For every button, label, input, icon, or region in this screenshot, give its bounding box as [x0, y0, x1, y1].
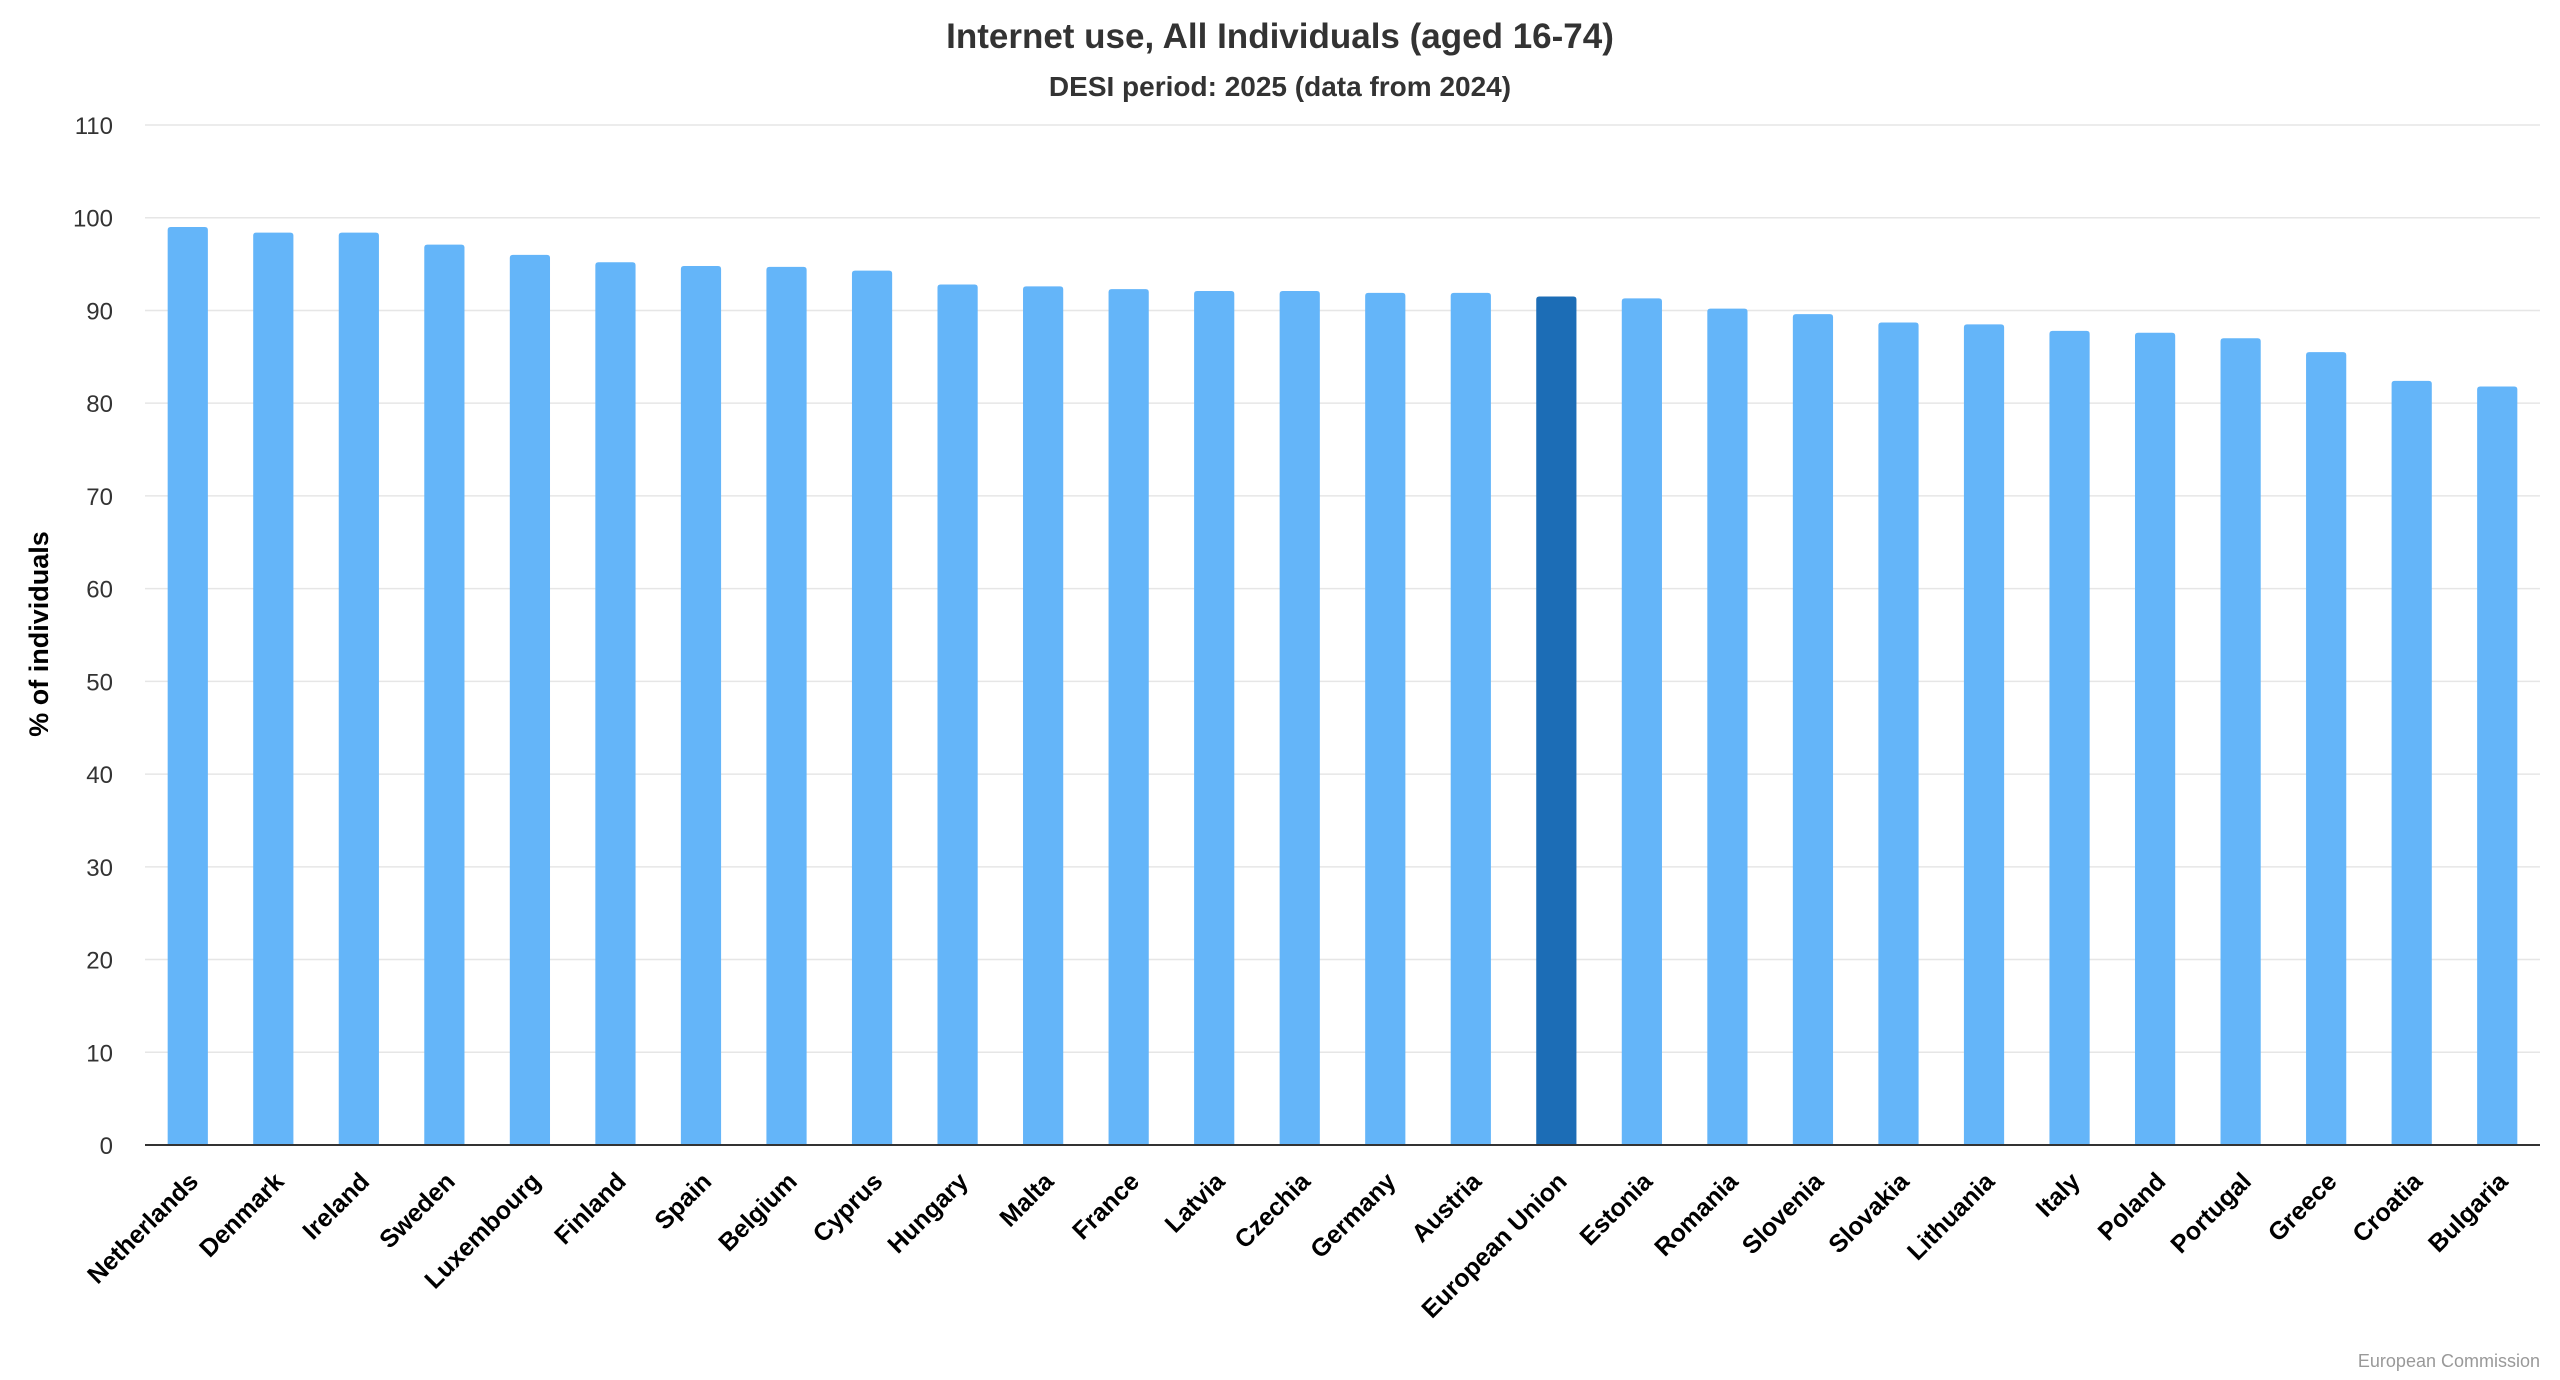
y-tick-label: 90 — [86, 298, 113, 325]
x-tick-label: Italy — [2031, 1167, 2086, 1222]
y-tick-label: 40 — [86, 762, 113, 789]
bar-portugal — [2220, 338, 2261, 1146]
x-tick-label: Finland — [549, 1167, 632, 1250]
x-tick-label: Austria — [1406, 1167, 1487, 1248]
x-tick-label: Greece — [2263, 1167, 2343, 1247]
x-tick-label: Denmark — [194, 1167, 290, 1263]
bar-european-union — [1536, 296, 1577, 1146]
x-tick-label: Belgium — [713, 1167, 803, 1257]
x-tick-label: Romania — [1649, 1167, 1744, 1262]
bars — [167, 227, 2518, 1146]
y-tick-label: 30 — [86, 855, 113, 882]
bar-netherlands — [167, 227, 208, 1145]
y-tick-label: 50 — [86, 669, 113, 696]
bar-estonia — [1621, 298, 1662, 1145]
x-tick-label: Bulgaria — [2423, 1167, 2514, 1258]
bar-latvia — [1194, 290, 1235, 1145]
x-tick-label: Estonia — [1574, 1167, 1658, 1251]
x-tick-label: France — [1067, 1167, 1145, 1245]
y-tick-label: 60 — [86, 577, 113, 604]
bar-france — [1108, 289, 1149, 1145]
bar-slovenia — [1792, 314, 1834, 1145]
bar-austria — [1450, 292, 1491, 1145]
bar-finland — [595, 262, 636, 1146]
y-tick-label: 100 — [73, 206, 113, 233]
bar-belgium — [766, 266, 807, 1145]
bar-luxembourg — [509, 254, 551, 1145]
bar-cyprus — [851, 270, 893, 1146]
bar-denmark — [253, 232, 294, 1146]
bar-spain — [680, 265, 722, 1146]
bar-lithuania — [1963, 324, 2005, 1145]
x-tick-label: Hungary — [882, 1167, 974, 1259]
bar-slovakia — [1878, 322, 1919, 1145]
bar-italy — [2049, 330, 2090, 1145]
y-tick-label: 110 — [75, 113, 113, 140]
bar-germany — [1365, 292, 1406, 1145]
y-tick-label: 20 — [86, 948, 113, 975]
x-tick-label: Latvia — [1160, 1167, 1232, 1239]
bar-greece — [2306, 352, 2347, 1145]
y-tick-label: 70 — [86, 484, 113, 511]
x-tick-label: Cyprus — [808, 1167, 889, 1248]
y-axis-title: % of individuals — [24, 531, 54, 737]
x-tick-label: Ireland — [297, 1167, 375, 1245]
x-tick-label: Poland — [2093, 1167, 2172, 1246]
bar-romania — [1707, 308, 1748, 1146]
bar-malta — [1023, 286, 1064, 1145]
x-tick-label: Slovenia — [1737, 1167, 1830, 1260]
y-tick-label: 10 — [86, 1040, 113, 1067]
x-tick-label: Czechia — [1229, 1167, 1316, 1254]
bar-ireland — [338, 232, 379, 1146]
x-tick-label: Malta — [994, 1167, 1060, 1233]
chart-credit: European Commission — [2358, 1351, 2540, 1371]
bar-poland — [2134, 332, 2176, 1145]
chart-subtitle: DESI period: 2025 (data from 2024) — [1049, 71, 1511, 102]
bar-croatia — [2391, 380, 2432, 1146]
bar-hungary — [937, 284, 978, 1145]
x-tick-label: Sweden — [374, 1167, 461, 1254]
bar-sweden — [424, 244, 465, 1146]
x-tick-label: Portugal — [2165, 1167, 2257, 1259]
y-tick-label: 0 — [100, 1133, 113, 1160]
bar-bulgaria — [2477, 386, 2518, 1145]
gridlines — [145, 124, 2540, 1054]
x-tick-label: Lithuania — [1902, 1167, 2001, 1266]
x-tick-label: Netherlands — [82, 1167, 204, 1289]
x-tick-label: European Union — [1416, 1167, 1572, 1323]
x-tick-label: Spain — [649, 1167, 717, 1235]
y-axis-ticks: 0 10 20 30 40 50 60 70 80 90 100 110 — [73, 113, 113, 1160]
x-tick-label: Croatia — [2347, 1167, 2428, 1248]
bar-czechia — [1279, 290, 1320, 1145]
y-tick-label: 80 — [86, 391, 113, 418]
chart-title: Internet use, All Individuals (aged 16-7… — [946, 17, 1614, 56]
x-tick-label: Germany — [1305, 1167, 1402, 1264]
